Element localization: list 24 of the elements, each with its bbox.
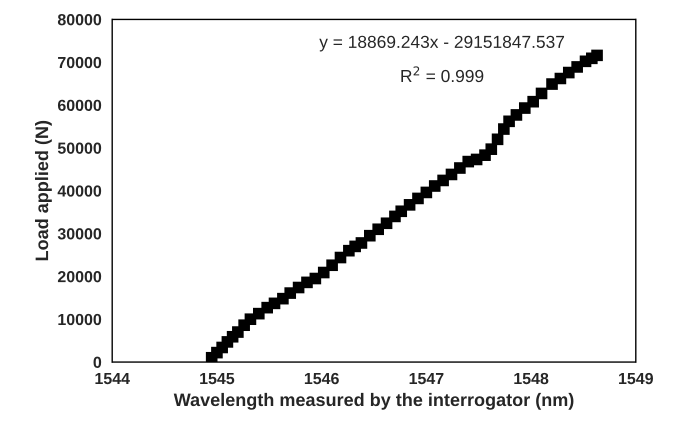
y-tick-label: 10000 xyxy=(58,314,102,326)
x-tick-label: 1546 xyxy=(304,372,339,384)
y-tick-label: 30000 xyxy=(58,228,102,240)
y-tick-label: 20000 xyxy=(58,271,102,282)
point xyxy=(318,266,330,278)
point xyxy=(492,134,504,146)
point xyxy=(485,143,498,155)
y-tick-label: 0 xyxy=(94,356,102,368)
x-tick-label: 1545 xyxy=(200,373,234,384)
y-tick-label: 70000 xyxy=(58,56,102,68)
y-tick-label: 40000 xyxy=(58,185,102,197)
x-tick-label: 1544 xyxy=(95,373,130,384)
x-tick-label: 1549 xyxy=(619,372,653,384)
y-tick-label: 80000 xyxy=(58,14,102,26)
x-axis-title: Wavelength measured by the interrogator (nm) xyxy=(174,392,574,410)
point xyxy=(591,50,603,62)
y-tick-label: 60000 xyxy=(58,100,102,111)
point xyxy=(536,88,548,100)
x-tick-label: 1547 xyxy=(410,373,444,384)
y-axis-title: Load applied (N) xyxy=(34,120,52,260)
annotation: R$^{2}$ = 0.999 xyxy=(401,66,484,82)
y-tick-label: 50000 xyxy=(58,142,102,154)
annotation: y = 18869.243x - 29151847.537 xyxy=(319,36,564,52)
x-tick-label: 1548 xyxy=(514,372,548,384)
